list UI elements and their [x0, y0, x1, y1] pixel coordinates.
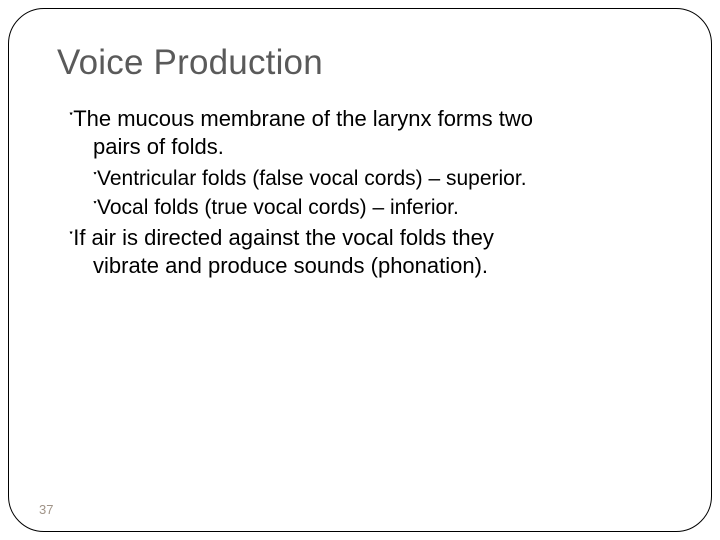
bullet-text-cont: pairs of folds. — [93, 133, 671, 161]
bullet-text: The mucous membrane of the larynx forms … — [73, 106, 533, 131]
bullet-text: If air is directed against the vocal fol… — [73, 225, 494, 250]
sub-bullet-item: ༌Ventricular folds (false vocal cords) –… — [93, 165, 671, 193]
slide-frame: Voice Production ༌The mucous membrane of… — [8, 8, 712, 532]
bullet-text: Ventricular folds (false vocal cords) – … — [97, 167, 527, 190]
bullet-item: ༌If air is directed against the vocal fo… — [69, 224, 671, 280]
sub-bullet-item: ༌Vocal folds (true vocal cords) – inferi… — [93, 194, 671, 222]
slide-title: Voice Production — [57, 43, 671, 83]
page-number: 37 — [39, 502, 53, 517]
bullet-item: ༌The mucous membrane of the larynx forms… — [69, 105, 671, 161]
bullet-text-cont: vibrate and produce sounds (phonation). — [93, 252, 671, 280]
bullet-text: Vocal folds (true vocal cords) – inferio… — [97, 196, 459, 219]
